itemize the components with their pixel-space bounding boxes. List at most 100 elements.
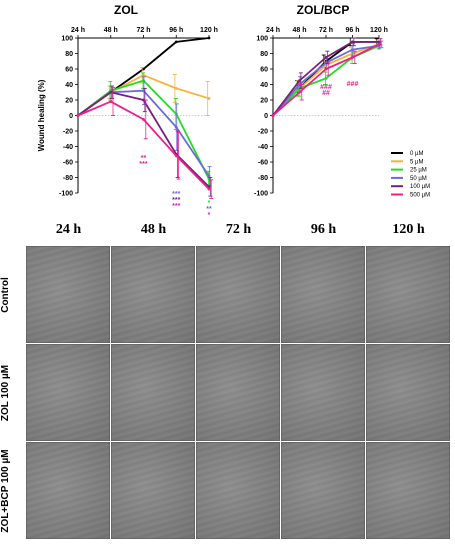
legend-label: 0 µM <box>410 151 423 157</box>
y-tick-label: 40 <box>65 82 73 89</box>
data-point <box>109 100 113 103</box>
chart-panel-1: ZOL 24 h 48 h 72 h 96 h 120 h 100 80 60 40 20 0 -20 -… <box>37 3 218 219</box>
column-header: 72 h <box>225 222 252 237</box>
micrograph-cell <box>366 442 450 539</box>
y-tick-label: -20 <box>258 128 268 135</box>
chart-title: ZOL <box>114 3 138 17</box>
y-tick-label: 80 <box>65 51 73 58</box>
significance-label: *** <box>172 203 180 210</box>
data-point <box>109 90 113 94</box>
data-point <box>351 48 354 52</box>
significance-label: ### <box>320 84 332 91</box>
x-tick-label: 48 h <box>104 27 118 34</box>
data-point <box>207 36 211 40</box>
column-header: 24 h <box>55 222 82 237</box>
significance-label: *** <box>172 191 180 198</box>
column-header: 120 h <box>392 222 425 237</box>
data-point <box>298 79 301 83</box>
legend-label: 25 µM <box>410 168 427 174</box>
y-tick-label: 80 <box>260 51 268 58</box>
data-point <box>298 90 301 94</box>
y-tick-label: 100 <box>61 35 73 42</box>
x-tick-label: 96 h <box>345 27 359 34</box>
series-50m <box>271 42 382 117</box>
micrograph-cell <box>281 246 365 343</box>
series-line <box>272 43 380 117</box>
y-tick-label: -100 <box>59 190 73 197</box>
legend-label: 5 µM <box>410 159 423 165</box>
micrograph-cell <box>26 344 110 441</box>
row-header: Control <box>0 277 11 313</box>
series-25m <box>271 42 381 117</box>
significance-label: *** <box>139 161 147 168</box>
data-point <box>298 83 301 86</box>
y-tick-label: -20 <box>63 128 73 135</box>
series-500m <box>271 40 384 117</box>
significance-label: ** <box>141 155 147 162</box>
y-tick-label: -80 <box>258 175 268 182</box>
data-point <box>324 76 328 80</box>
data-point <box>207 174 211 178</box>
series-100m <box>76 85 213 197</box>
y-tick-label: 100 <box>256 35 268 42</box>
micrograph-cell <box>281 442 365 539</box>
series-line <box>272 43 380 117</box>
x-tick-label: 72 h <box>136 27 150 34</box>
data-point <box>324 55 328 59</box>
micrograph-cell <box>111 442 195 539</box>
series-500m <box>76 87 214 199</box>
x-tick-label: 24 h <box>71 27 85 34</box>
y-tick-label: -100 <box>254 190 268 197</box>
micrograph-cell <box>26 246 110 343</box>
micrograph-cell <box>111 246 195 343</box>
data-point <box>351 40 354 44</box>
y-tick-label: 0 <box>69 113 73 120</box>
y-tick-label: 20 <box>65 97 73 104</box>
x-tick-label: 72 h <box>319 27 333 34</box>
legend-label: 50 µM <box>410 176 427 182</box>
significance-label: ### <box>347 81 359 88</box>
x-tick-label: 48 h <box>292 27 306 34</box>
column-header: 96 h <box>310 222 337 237</box>
y-tick-label: -60 <box>63 159 73 166</box>
significance-label: ## <box>322 90 330 97</box>
significance-label: * <box>208 200 211 207</box>
data-point <box>377 42 381 46</box>
micrograph-cell <box>196 442 280 539</box>
data-point <box>324 67 328 71</box>
micrograph-cell <box>111 344 195 441</box>
data-point <box>174 86 178 90</box>
x-tick-label: 96 h <box>169 27 183 34</box>
data-point <box>351 55 354 59</box>
data-point <box>142 117 145 121</box>
data-point <box>76 114 80 117</box>
y-tick-label: -40 <box>63 144 73 151</box>
y-tick-label: -60 <box>258 159 268 166</box>
micrograph-cell <box>196 246 280 343</box>
data-point <box>174 125 178 129</box>
column-header: 48 h <box>140 222 167 237</box>
y-axis-label: Wound healing (%) <box>37 79 46 151</box>
significance-label: *** <box>172 197 180 204</box>
significance-label: ** <box>206 206 212 213</box>
significance-label: * <box>208 212 211 219</box>
micrograph-cell <box>196 344 280 441</box>
data-point <box>271 114 275 117</box>
chart-panel-2: ZOL/BCP 24 h 48 h 72 h 96 h 120 h 100 80 60 40 20 0… <box>254 3 388 197</box>
data-point <box>142 98 145 102</box>
data-point <box>174 40 178 44</box>
x-tick-label: 120 h <box>370 27 388 34</box>
x-tick-label: 120 h <box>200 27 218 34</box>
y-tick-label: 60 <box>260 66 268 73</box>
legend: 0 µM 5 µM 25 µM 50 µM 100 µM 500 µM <box>391 151 430 199</box>
micrograph-cell <box>281 344 365 441</box>
micrograph-cell <box>26 442 110 539</box>
row-header: ZOL 100 µM <box>0 364 11 422</box>
data-point <box>174 154 178 158</box>
data-point <box>207 187 211 191</box>
legend-label: 100 µM <box>410 184 430 190</box>
data-point <box>142 67 145 71</box>
micrograph-cell <box>366 246 450 343</box>
y-tick-label: 20 <box>260 97 268 104</box>
